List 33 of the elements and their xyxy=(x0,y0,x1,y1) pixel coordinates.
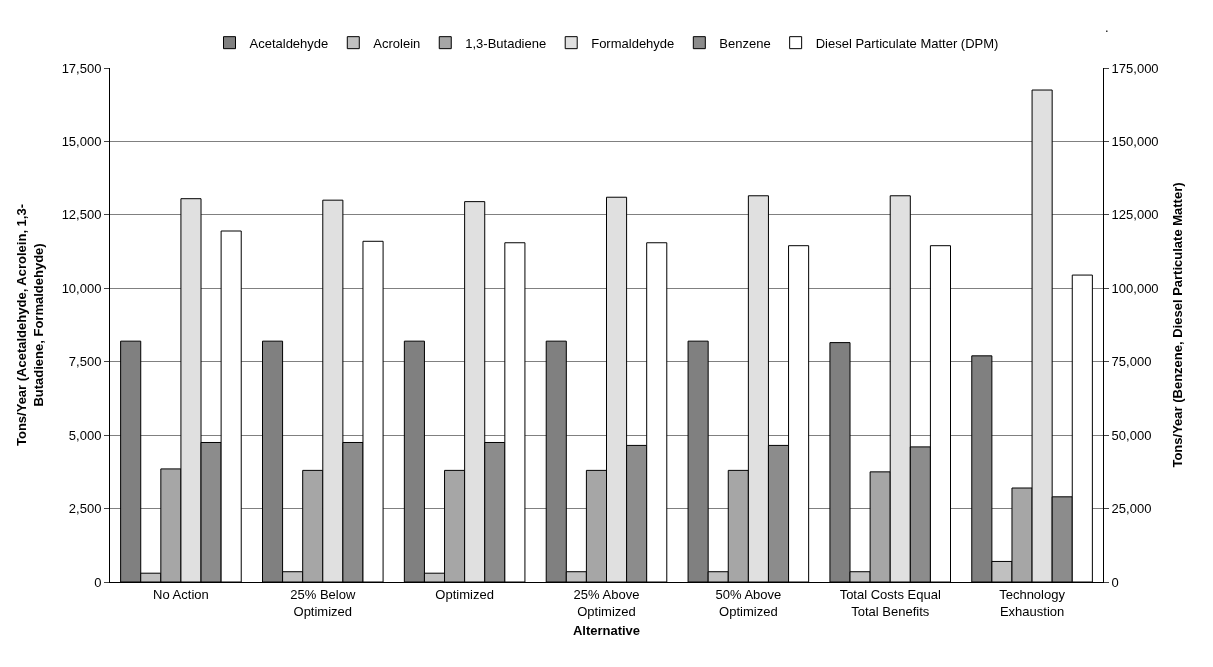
x-tick-label: 25% Below Optimized xyxy=(290,586,356,619)
y2-tick-label: 125,000 xyxy=(1111,207,1159,223)
x-tick-label: No Action xyxy=(153,586,209,602)
x-tick-label: Optimized xyxy=(435,586,494,602)
x-tick-label: 25% Above Optimized xyxy=(573,586,640,619)
y2-tick-label: 50,000 xyxy=(1111,427,1152,443)
y2-tick-label: 0 xyxy=(1111,574,1119,590)
y-tick-label: 17,500 xyxy=(61,60,102,76)
legend-label: 1,3-Butadiene xyxy=(465,35,547,51)
x-axis-title: Alternative xyxy=(572,623,641,639)
y2-tick-label: 150,000 xyxy=(1111,133,1159,149)
y-tick-label: 2,500 xyxy=(68,501,102,517)
y-tick-label: 12,500 xyxy=(61,207,102,223)
legend-label: Formaldehyde xyxy=(591,35,675,51)
y2-tick-label: 100,000 xyxy=(1111,280,1159,296)
y2-tick-label: 75,000 xyxy=(1111,354,1152,370)
y-tick-label: 5,000 xyxy=(68,427,102,443)
y-tick-label: 10,000 xyxy=(61,280,102,296)
x-tick-label: 50% Above Optimized xyxy=(715,586,782,619)
y2-tick-label: 25,000 xyxy=(1111,501,1152,517)
x-tick-label: Total Costs Equal Total Benefits xyxy=(839,586,941,619)
y2-axis-title: Tons/Year (Benzene, Diesel Particulate Matter) xyxy=(1170,182,1186,468)
text: . xyxy=(1105,20,1109,35)
y-axis-title: Tons/Year (Acetaldehyde, Acrolein, 1,3-Butadiene, Formaldehyde) xyxy=(13,203,46,447)
legend-label: Benzene xyxy=(719,35,771,51)
legend-label: Acetaldehyde xyxy=(249,35,329,51)
legend-label: Acrolein xyxy=(373,35,421,51)
y-tick-label: 7,500 xyxy=(68,354,102,370)
x-tick-label: Technology Exhaustion xyxy=(999,586,1066,619)
y2-tick-label: 175,000 xyxy=(1111,60,1159,76)
legend-label: Diesel Particulate Matter (DPM) xyxy=(815,35,999,51)
y-tick-label: 0 xyxy=(94,574,102,590)
y-tick-label: 15,000 xyxy=(61,133,102,149)
